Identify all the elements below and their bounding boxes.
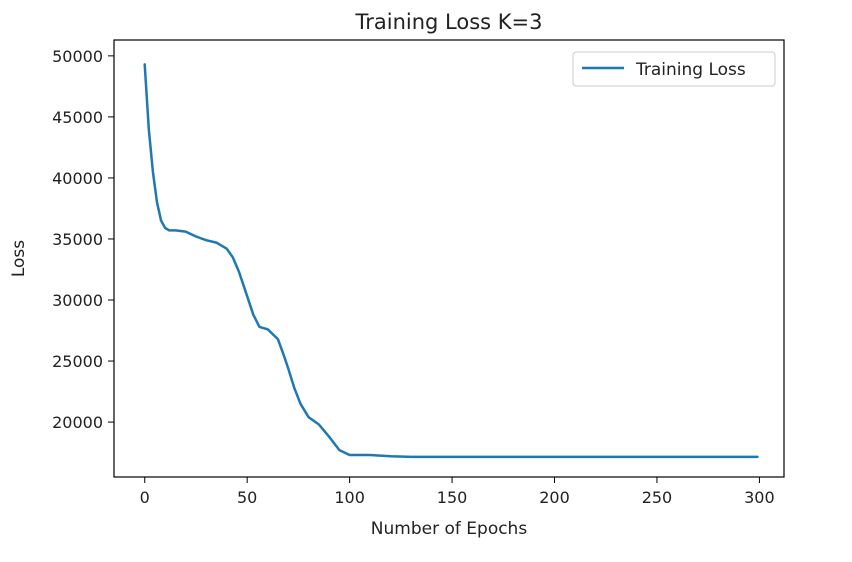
chart-title: Training Loss K=3 [354,10,542,34]
x-axis-label: Number of Epochs [371,519,528,539]
legend: Training Loss [572,51,776,87]
y-tick-label: 45000 [52,108,103,127]
series-line-training-loss [143,63,759,459]
x-tick-label: 150 [437,488,468,507]
y-tick-label: 25000 [52,352,103,371]
y-tick-label: 20000 [52,413,103,432]
plot-area-frame [113,39,785,478]
x-tick-label: 300 [744,488,775,507]
legend-label-training-loss: Training Loss [635,60,746,80]
x-tick-label: 100 [334,488,365,507]
y-axis-label: Loss [9,240,29,277]
y-tick-label: 50000 [52,47,103,66]
y-tick-label: 35000 [52,230,103,249]
x-tick-label: 0 [140,488,150,507]
y-tick-label: 30000 [52,291,103,310]
y-tick-label: 40000 [52,169,103,188]
x-tick-label: 50 [237,488,257,507]
legend-box [572,51,776,87]
x-tick-label: 200 [539,488,570,507]
x-tick-label: 250 [642,488,673,507]
